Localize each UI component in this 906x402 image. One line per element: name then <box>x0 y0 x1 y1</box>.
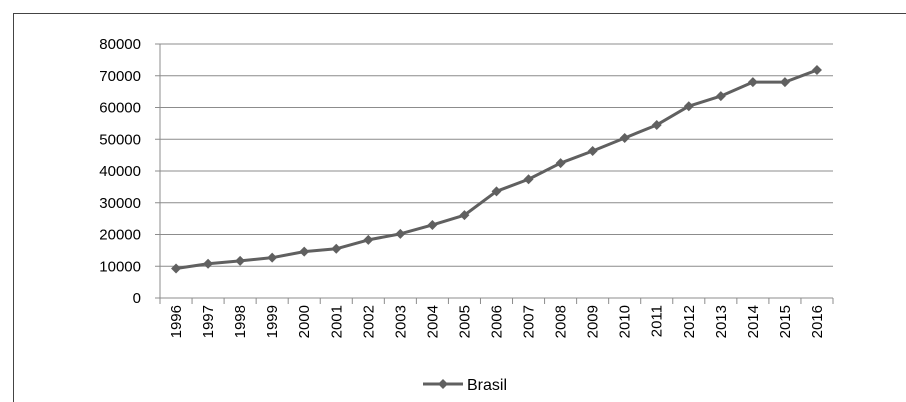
x-tick-label-2016: 2016 <box>809 305 826 338</box>
y-tick-label-80000: 80000 <box>99 36 141 53</box>
x-tick-label-1996: 1996 <box>168 305 185 338</box>
x-tick-label-1999: 1999 <box>264 305 281 338</box>
point-2002 <box>363 234 374 245</box>
x-tick-label-2009: 2009 <box>585 305 602 338</box>
y-tick-label-40000: 40000 <box>99 163 141 180</box>
x-tick-label-2012: 2012 <box>681 305 698 338</box>
x-tick-label-2000: 2000 <box>296 305 313 338</box>
point-2011 <box>651 119 662 130</box>
y-tick-label-60000: 60000 <box>99 100 141 117</box>
x-tick-label-2015: 2015 <box>777 305 794 338</box>
y-tick-label-50000: 50000 <box>99 131 141 148</box>
point-2013 <box>715 91 726 102</box>
y-tick-label-70000: 70000 <box>99 68 141 85</box>
legend-label: Brasil <box>467 377 507 394</box>
x-tick-label-2008: 2008 <box>553 305 570 338</box>
point-1997 <box>203 258 214 269</box>
legend: Brasil <box>423 377 507 394</box>
x-tick-label-2013: 2013 <box>713 305 730 338</box>
x-tick-label-2010: 2010 <box>617 305 634 338</box>
x-tick-label-2001: 2001 <box>328 305 345 338</box>
point-2003 <box>395 228 406 239</box>
legend-marker-icon <box>438 379 448 389</box>
series-brasil <box>171 65 822 274</box>
x-tick-label-1997: 1997 <box>200 305 217 338</box>
x-tick-label-2003: 2003 <box>392 305 409 338</box>
x-tick-label-2007: 2007 <box>521 305 538 338</box>
point-2010 <box>619 132 630 143</box>
point-2007 <box>523 174 534 185</box>
y-axis-tick-labels: 0 10000 20000 30000 40000 50000 60000 70000 8000… <box>99 36 141 307</box>
point-2015 <box>779 77 790 88</box>
x-tick-label-2002: 2002 <box>360 305 377 338</box>
y-tick-label-0: 0 <box>133 290 141 307</box>
y-tick-label-10000: 10000 <box>99 258 141 275</box>
x-tick-label-2006: 2006 <box>489 305 506 338</box>
point-1996 <box>171 263 182 274</box>
x-tick-label-2005: 2005 <box>456 305 473 338</box>
point-2012 <box>683 101 694 112</box>
point-2001 <box>331 243 342 254</box>
point-2016 <box>811 65 822 76</box>
gridlines <box>160 43 833 267</box>
x-tick-label-1998: 1998 <box>232 305 249 338</box>
point-2009 <box>587 145 598 156</box>
x-tick-label-2011: 2011 <box>649 305 666 337</box>
point-1998 <box>235 255 246 266</box>
point-2014 <box>747 77 758 88</box>
y-tick-label-30000: 30000 <box>99 195 141 212</box>
point-2000 <box>299 246 310 257</box>
point-2004 <box>427 219 438 230</box>
x-tick-label-2014: 2014 <box>745 305 762 338</box>
axes <box>155 43 834 304</box>
x-tick-label-2004: 2004 <box>424 305 441 338</box>
x-axis-tick-labels: 1996 1997 1998 1999 2000 2001 2002 2003 2004 2005… <box>168 305 826 338</box>
y-tick-label-20000: 20000 <box>99 227 141 244</box>
point-2008 <box>555 158 566 169</box>
point-2006 <box>491 186 502 197</box>
point-2005 <box>459 210 470 221</box>
chart-frame <box>13 13 906 402</box>
point-1999 <box>267 252 278 263</box>
